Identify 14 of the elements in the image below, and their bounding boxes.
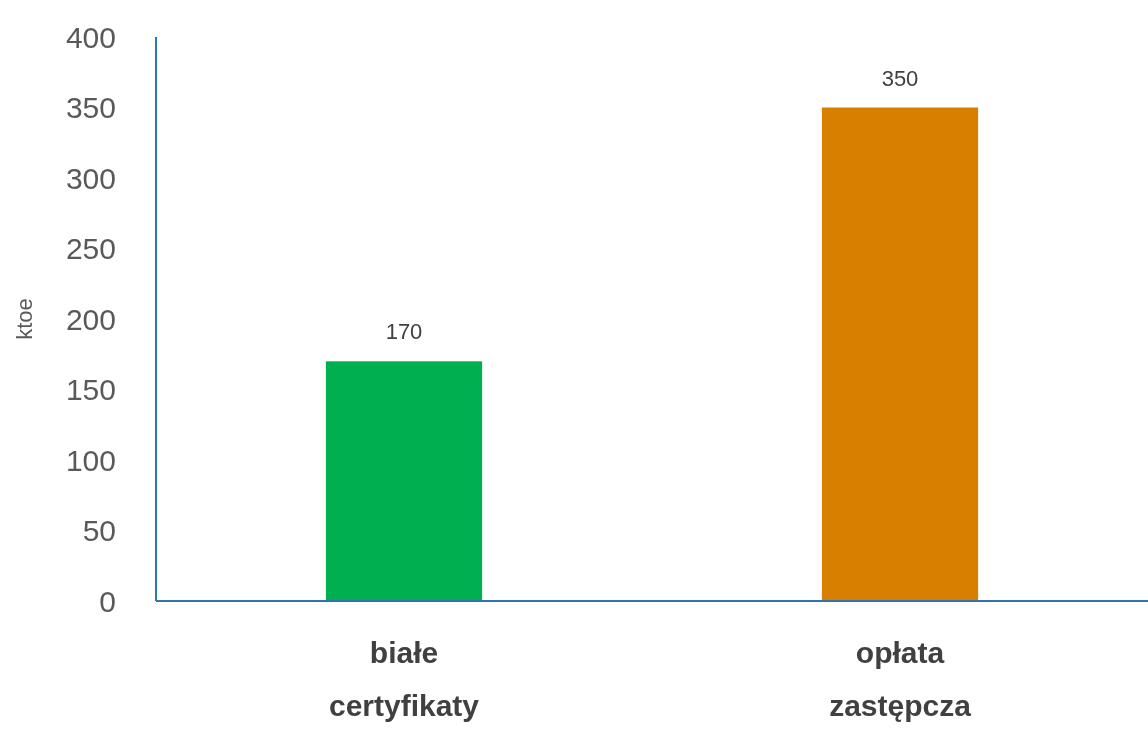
y-tick-label: 0 bbox=[99, 584, 116, 618]
y-tick-label: 400 bbox=[65, 20, 116, 54]
x-tick-label: białe certyfikaty bbox=[328, 636, 480, 722]
data-label: 170 bbox=[385, 319, 423, 345]
y-tick-label: 150 bbox=[65, 373, 116, 406]
y-tick-label: 350 bbox=[65, 91, 116, 124]
x-tick-label: opłata zastępcza bbox=[829, 636, 972, 722]
data-label: 350 bbox=[881, 65, 919, 91]
y-tick-label: 250 bbox=[65, 232, 116, 265]
y-tick-label: 100 bbox=[65, 443, 116, 477]
y-tick-label: 50 bbox=[82, 514, 116, 547]
y-axis-title: ktoe bbox=[12, 298, 37, 340]
y-tick-label: 200 bbox=[65, 302, 116, 336]
y-tick-label: 300 bbox=[65, 161, 116, 195]
